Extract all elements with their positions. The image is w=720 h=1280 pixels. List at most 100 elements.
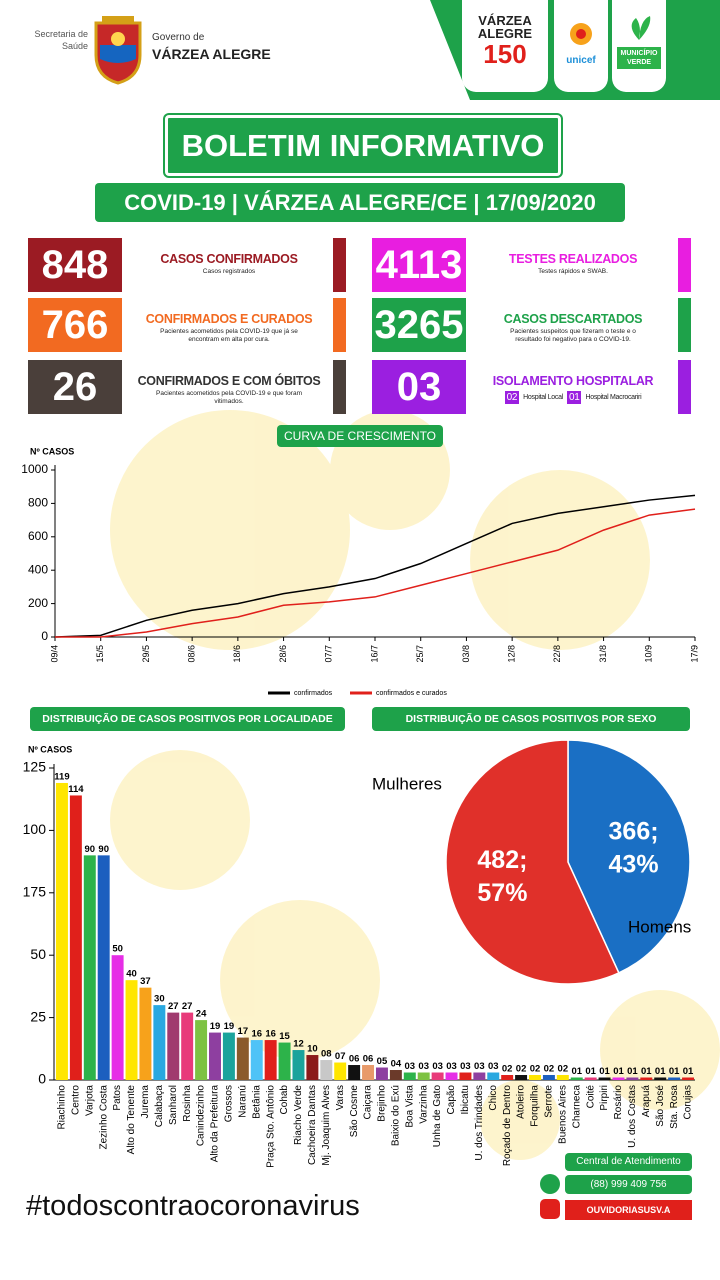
bar xyxy=(181,1012,194,1080)
bar xyxy=(473,1072,486,1080)
pie-category-label: Mulheres xyxy=(372,774,442,793)
x-tick-label: 16/7 xyxy=(369,645,379,663)
value-label: 01 xyxy=(613,1066,624,1077)
x-tick-label: Alto do Tenente xyxy=(126,1085,137,1155)
value-label: 12 xyxy=(293,1039,304,1050)
x-tick-label: 08/6 xyxy=(187,645,197,663)
bar xyxy=(584,1077,597,1080)
logo-verde: MUNICÍPIO VERDE xyxy=(612,0,666,92)
instagram-icon xyxy=(540,1199,560,1219)
stat-description: Pacientes acometidos pela COVID-19 e que… xyxy=(156,390,302,405)
x-tick-label: Chico xyxy=(488,1085,499,1111)
y-tick-label: 0 xyxy=(38,1071,46,1087)
x-tick-label: Brejinho xyxy=(377,1085,388,1122)
x-tick-label: Caiçara xyxy=(363,1085,374,1120)
value-label: 90 xyxy=(84,844,95,855)
x-tick-label: Capão xyxy=(446,1085,457,1115)
x-tick-label: 12/8 xyxy=(507,645,517,663)
bar xyxy=(542,1075,555,1080)
value-label: 07 xyxy=(335,1051,346,1062)
value-label: 37 xyxy=(140,976,151,987)
stat-number: 766 xyxy=(28,298,122,352)
bar xyxy=(598,1077,611,1080)
logo-text: VÁRZEA xyxy=(478,13,532,28)
stat-bar xyxy=(333,298,346,352)
y-tick-label: 1000 xyxy=(21,462,48,476)
logo-150: VÁRZEA ALEGRE 150 xyxy=(462,0,548,92)
x-tick-label: Rosinha xyxy=(182,1085,193,1122)
x-tick-label: Jurema xyxy=(140,1085,151,1119)
value-label: 03 xyxy=(488,1061,499,1072)
bar xyxy=(445,1072,458,1080)
value-label: 02 xyxy=(544,1064,555,1075)
value-label: 06 xyxy=(363,1054,374,1065)
x-tick-label: Varjota xyxy=(84,1085,95,1116)
x-tick-label: Naranú xyxy=(237,1085,248,1118)
y-tick-label: 400 xyxy=(28,562,48,576)
x-tick-label: 15/5 xyxy=(95,645,105,663)
x-tick-label: Charneca xyxy=(571,1085,582,1129)
detail-label: Hospital Macrocariri xyxy=(585,394,642,401)
sun-icon xyxy=(570,23,592,45)
value-label: 01 xyxy=(683,1066,694,1077)
x-tick-label: Corujas xyxy=(683,1085,694,1119)
bar xyxy=(334,1062,347,1080)
value-label: 03 xyxy=(474,1061,485,1072)
bar xyxy=(278,1042,291,1080)
value-label: 03 xyxy=(404,1061,415,1072)
stat-bar xyxy=(678,298,691,352)
x-tick-label: São José xyxy=(655,1085,666,1127)
y-tick-label: 200 xyxy=(28,596,48,610)
value-label: 04 xyxy=(391,1059,402,1070)
pie-percent-label: 43% xyxy=(609,850,659,878)
logo-years: 150 xyxy=(483,39,527,69)
bar xyxy=(570,1077,583,1080)
value-label: 17 xyxy=(238,1026,249,1037)
pie-value-label: 482; xyxy=(477,846,527,874)
stat-label: CONFIRMADOS E CURADOS Pacientes acometido… xyxy=(134,312,324,344)
phone: (88) 999 409 756 xyxy=(565,1175,692,1194)
x-tick-label: Buenos Aires xyxy=(557,1085,568,1144)
x-tick-label: 18/6 xyxy=(232,645,242,663)
bar xyxy=(529,1075,541,1080)
bar xyxy=(250,1040,263,1080)
bar xyxy=(640,1077,653,1080)
secretaria-line: Secretaria de xyxy=(34,29,88,39)
value-label: 08 xyxy=(321,1049,332,1060)
detail-count: 01 xyxy=(566,391,582,404)
secretaria: Secretaria de Saúde xyxy=(20,28,88,52)
stat-label-text: CONFIRMADOS E CURADOS xyxy=(145,312,313,326)
y-tick-label: 0 xyxy=(41,629,48,643)
bar xyxy=(97,855,110,1080)
title: BOLETIM INFORMATIVO xyxy=(165,115,561,176)
x-tick-label: 07/7 xyxy=(324,645,334,663)
logo-unicef: unicef xyxy=(554,0,608,92)
value-label: 114 xyxy=(68,784,84,795)
stat-details: 02 Hospital Local 01 Hospital Macrocariri xyxy=(478,391,668,404)
value-label: 03 xyxy=(460,1061,471,1072)
x-tick-label: Ibicatu xyxy=(460,1085,471,1114)
x-tick-label: Cachoeira Dantas xyxy=(307,1085,318,1165)
stat-number: 03 xyxy=(372,360,466,414)
value-label: 15 xyxy=(279,1031,290,1042)
stat-bar xyxy=(333,360,346,414)
value-label: 03 xyxy=(446,1061,457,1072)
bar xyxy=(306,1055,319,1080)
bar xyxy=(626,1077,639,1080)
legend-label: confirmados e curados xyxy=(376,690,447,697)
central: Central de Atendimento xyxy=(565,1153,692,1171)
line-chart-title: CURVA DE CRESCIMENTO xyxy=(277,425,443,447)
leaf-icon xyxy=(631,16,651,40)
value-label: 24 xyxy=(196,1009,207,1020)
value-label: 01 xyxy=(571,1066,582,1077)
stat-label: CASOS DESCARTADOS Pacientes suspeitos que… xyxy=(478,312,668,344)
value-label: 02 xyxy=(530,1064,541,1075)
x-tick-label: 28/6 xyxy=(278,645,288,663)
bar xyxy=(417,1072,430,1080)
bar xyxy=(320,1060,333,1080)
bar xyxy=(487,1072,500,1080)
x-tick-label: Calabaça xyxy=(154,1085,165,1128)
bar xyxy=(668,1077,681,1080)
